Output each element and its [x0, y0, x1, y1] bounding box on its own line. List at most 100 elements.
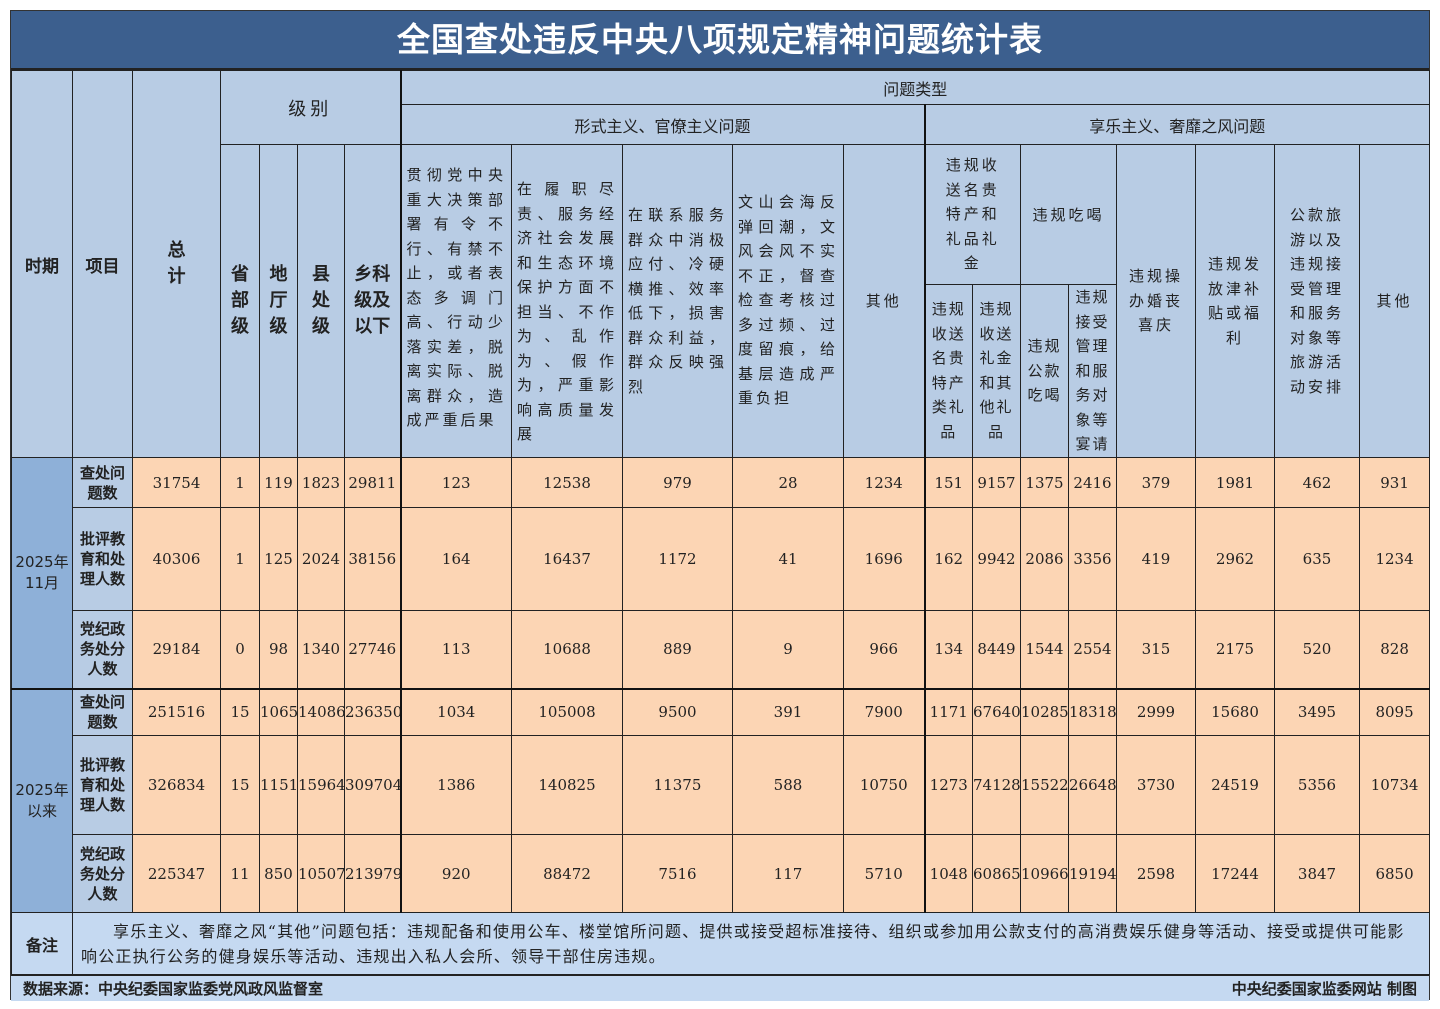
header-dining-public-funds: 违规公款吃喝	[1020, 284, 1069, 458]
header-level: 级别	[220, 70, 401, 145]
data-cell: 1234	[843, 457, 925, 508]
data-cell: 10966	[1020, 834, 1069, 913]
data-cell: 2598	[1116, 834, 1196, 913]
data-cell: 462	[1274, 457, 1360, 508]
row-item-label: 党纪政务处分人数	[72, 610, 133, 689]
data-cell: 9	[732, 610, 844, 689]
data-cell: 3847	[1274, 834, 1360, 913]
data-cell: 11	[220, 834, 260, 913]
data-cell: 27746	[344, 610, 401, 689]
data-cell: 1	[220, 507, 260, 611]
data-cell: 164	[399, 507, 512, 611]
data-cell: 3730	[1116, 735, 1196, 835]
data-cell: 24519	[1195, 735, 1275, 835]
header-level-prefecture: 地厅级	[259, 144, 298, 458]
data-cell: 125	[259, 507, 298, 611]
header-gifts-group: 违规收送名贵特产和礼品礼金	[923, 144, 1021, 285]
data-cell: 1065	[259, 687, 298, 736]
data-cell: 379	[1116, 457, 1196, 508]
data-cell: 7516	[622, 834, 733, 913]
data-cell: 9942	[972, 507, 1021, 611]
header-item: 项目	[72, 70, 133, 458]
table-row: 党纪政务处分人数 225347 11 850 10507 213979 920 88472 75…	[12, 834, 1431, 913]
data-cell: 1151	[259, 735, 298, 835]
data-cell: 326834	[132, 735, 221, 835]
header-hedonism-col-allowances: 违规发放津补贴或福利	[1195, 144, 1275, 458]
header-period: 时期	[11, 70, 73, 458]
data-cell: 966	[843, 610, 925, 689]
data-cell: 15	[220, 735, 260, 835]
data-cell: 10688	[511, 610, 623, 689]
data-cell: 1034	[399, 687, 512, 736]
data-cell: 1	[220, 457, 260, 508]
data-cell: 889	[622, 610, 733, 689]
data-cell: 588	[732, 735, 844, 835]
data-cell: 315	[1116, 610, 1196, 689]
data-cell: 251516	[132, 687, 221, 736]
statistics-table-frame: 全国查处违反中央八项规定精神问题统计表 时期 项目 总计 级别 问题类型 形式主…	[10, 10, 1431, 1001]
notes-text: 享乐主义、奢靡之风“其他”问题包括：违规配备和使用公车、楼堂馆所问题、提供或接受…	[71, 912, 1431, 975]
row-item-label: 党纪政务处分人数	[72, 834, 133, 913]
table-row: 2025年 11月 查处问题数 31754 1 119 1823 29811 123 12538…	[11, 457, 1431, 689]
data-cell: 1340	[297, 610, 345, 689]
data-cell: 1172	[622, 507, 733, 611]
data-cell: 2416	[1068, 457, 1117, 508]
data-cell: 162	[923, 507, 973, 611]
data-cell: 74128	[972, 735, 1021, 835]
data-cell: 88472	[511, 834, 623, 913]
data-cell: 1171	[923, 687, 973, 736]
data-cell: 11375	[622, 735, 733, 835]
data-cell: 1981	[1195, 457, 1275, 508]
data-cell: 28	[732, 457, 844, 508]
data-cell: 10285	[1020, 687, 1069, 736]
data-cell: 2999	[1116, 687, 1196, 736]
header-total: 总计	[132, 70, 221, 458]
data-cell: 15	[220, 687, 260, 736]
data-cell: 29811	[344, 457, 401, 508]
header-formalism: 形式主义、官僚主义问题	[399, 104, 925, 145]
data-cell: 1234	[1358, 507, 1431, 611]
data-cell: 1823	[297, 457, 345, 508]
data-cell: 67640	[972, 687, 1021, 736]
footer: 数据来源：中央纪委国家监委党风政风监督室 中央纪委国家监委网站 制图	[11, 975, 1429, 1001]
data-cell: 9500	[622, 687, 733, 736]
data-cell: 635	[1274, 507, 1360, 611]
data-cell: 419	[1116, 507, 1196, 611]
data-cell: 40306	[132, 507, 221, 611]
header-hedonism-col-weddings: 违规操办婚丧喜庆	[1116, 144, 1196, 458]
data-cell: 16437	[511, 507, 623, 611]
notes-label: 备注	[11, 912, 73, 975]
data-cell: 309704	[344, 735, 401, 835]
data-cell: 236350	[344, 687, 401, 736]
data-cell: 117	[732, 834, 844, 913]
data-cell: 850	[259, 834, 298, 913]
data-cell: 31754	[132, 457, 221, 508]
header-dining-group: 违规吃喝	[1020, 144, 1117, 285]
header-level-township: 乡科级及以下	[344, 144, 401, 458]
data-cell: 15964	[297, 735, 345, 835]
row-item-label: 查处问题数	[72, 457, 133, 508]
data-cell: 41	[732, 507, 844, 611]
data-cell: 10750	[843, 735, 925, 835]
chart-credit: 中央纪委国家监委网站 制图	[1231, 980, 1417, 998]
header-hedonism-other: 其他	[1358, 144, 1431, 458]
table-row: 2025年 以来 查处问题数 251516 15 1065 14086 236350 1034…	[11, 687, 1431, 913]
data-cell: 1386	[399, 735, 512, 835]
header-level-county: 县处级	[297, 144, 345, 458]
header-hedonism-col-travel: 公款旅游以及违规接受管理和服务对象等旅游活动安排	[1274, 144, 1360, 458]
data-cell: 225347	[132, 834, 221, 913]
header-gifts-cash: 违规收送礼金和其他礼品	[972, 284, 1021, 458]
row-item-label: 批评教育和处理人数	[72, 735, 133, 835]
header-dining-banquets: 违规接受管理和服务对象等宴请	[1068, 284, 1117, 458]
data-cell: 14086	[297, 687, 345, 736]
data-cell: 12538	[511, 457, 623, 508]
period-label: 2025年 以来	[11, 687, 73, 913]
data-cell: 3356	[1068, 507, 1117, 611]
statistics-table: 时期 项目 总计 级别 问题类型 形式主义、官僚主义问题 享乐主义、奢靡之风问题…	[11, 70, 1431, 975]
data-cell: 15680	[1195, 687, 1275, 736]
data-cell: 15522	[1020, 735, 1069, 835]
header-formalism-other: 其他	[843, 144, 925, 458]
header-level-provincial: 省部级	[220, 144, 260, 458]
data-source: 数据来源：中央纪委国家监委党风政风监督室	[23, 980, 324, 998]
data-cell: 391	[732, 687, 844, 736]
